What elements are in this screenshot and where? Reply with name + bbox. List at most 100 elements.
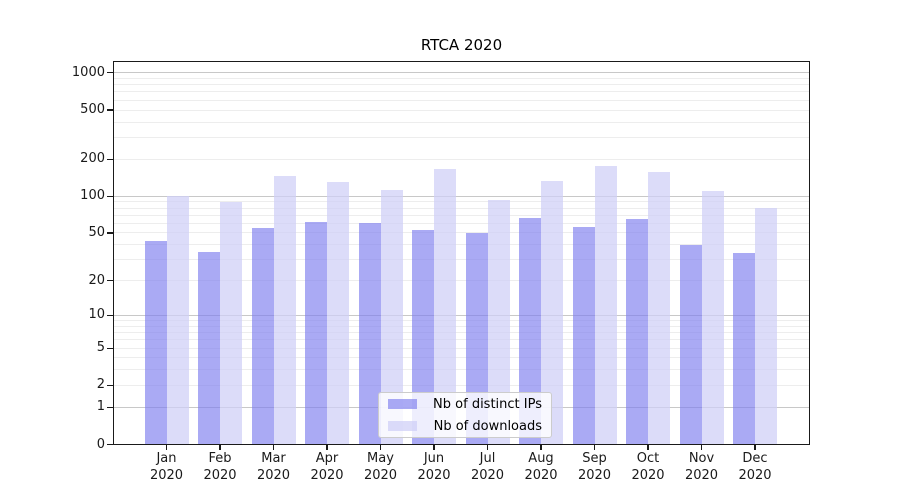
x-tick-year: 2020 — [310, 468, 344, 483]
bar-distinct-ips-jan — [144, 240, 167, 445]
bar-distinct-ips-apr — [305, 221, 327, 445]
x-tick-mark — [486, 445, 489, 450]
chart-title: RTCA 2020 — [420, 36, 503, 54]
x-tick-mark — [540, 445, 542, 450]
x-tick-month: Mar — [261, 451, 286, 466]
x-tick-mark — [272, 445, 275, 450]
legend-label-downloads: Nb of downloads — [433, 418, 542, 434]
gridline-minor — [113, 158, 810, 160]
x-tick-month: May — [367, 451, 394, 466]
y-tick-label: 200 — [80, 151, 105, 167]
x-tick-mark — [700, 445, 703, 450]
x-tick-label-feb: Feb 2020 — [188, 450, 252, 484]
x-tick-mark — [165, 445, 168, 450]
gridline-minor — [113, 369, 810, 371]
bar-downloads-mar — [273, 176, 296, 445]
gridline-minor — [113, 109, 810, 111]
gridline-major — [113, 72, 810, 74]
x-tick-year: 2020 — [738, 468, 772, 483]
x-tick-year: 2020 — [470, 468, 505, 483]
x-tick-month: Sep — [582, 451, 607, 466]
bar-downloads-nov — [701, 191, 724, 445]
x-tick-year: 2020 — [256, 468, 291, 483]
x-tick-month: Apr — [315, 451, 339, 466]
gridline-minor — [113, 339, 810, 341]
x-tick-month: Nov — [688, 451, 715, 466]
x-tick-label-jul: Jul 2020 — [456, 450, 520, 484]
gridline-minor — [113, 320, 810, 322]
x-tick-label-aug: Aug 2020 — [509, 450, 573, 484]
gridline-minor — [113, 280, 810, 282]
bar-downloads-sep — [594, 166, 617, 445]
x-tick-label-may: May 2020 — [349, 450, 413, 484]
y-tick-mark — [107, 158, 113, 160]
x-tick-mark — [326, 445, 328, 450]
gridline-minor — [113, 347, 810, 349]
bar-downloads-dec — [755, 208, 777, 445]
gridline-minor — [113, 91, 810, 93]
bar-downloads-aug — [541, 180, 563, 445]
gridline-minor — [113, 201, 810, 203]
x-tick-year: 2020 — [203, 468, 237, 483]
legend-swatch-downloads — [388, 421, 417, 431]
x-tick-month: Feb — [208, 451, 232, 466]
x-tick-year: 2020 — [577, 468, 612, 483]
y-tick-label: 500 — [80, 102, 105, 118]
bar-distinct-ips-sep — [572, 226, 595, 445]
bar-downloads-jan — [166, 196, 189, 445]
bar-distinct-ips-dec — [733, 253, 755, 445]
y-tick-mark — [107, 406, 113, 408]
x-tick-label-jun: Jun 2020 — [402, 450, 466, 484]
y-tick-label: 1000 — [71, 64, 105, 80]
bar-distinct-ips-aug — [519, 218, 541, 445]
bar-distinct-ips-jul — [465, 232, 488, 445]
gridline-minor — [113, 214, 810, 216]
bar-distinct-ips-mar — [251, 227, 274, 445]
gridline-minor — [113, 384, 810, 386]
bar-distinct-ips-oct — [626, 219, 648, 445]
gridline-minor — [113, 99, 810, 101]
x-tick-label-sep: Sep 2020 — [563, 450, 627, 484]
x-tick-month: Dec — [742, 451, 768, 466]
y-tick-label: 10 — [88, 307, 105, 323]
y-tick-mark — [107, 232, 113, 234]
gridline-minor — [113, 84, 810, 86]
gridline-minor — [113, 232, 810, 234]
y-tick-label: 2 — [96, 377, 105, 393]
x-tick-mark — [647, 445, 649, 450]
gridline-minor — [113, 244, 810, 246]
bar-distinct-ips-may — [358, 223, 381, 445]
bar-downloads-feb — [220, 201, 242, 445]
y-tick-mark — [107, 314, 113, 317]
bar-downloads-jul — [487, 199, 510, 445]
x-tick-month: Oct — [636, 451, 660, 466]
x-tick-mark — [433, 445, 435, 450]
y-tick-label: 50 — [88, 224, 105, 240]
x-tick-month: Jul — [479, 451, 496, 466]
bar-downloads-apr — [327, 182, 349, 445]
x-tick-year: 2020 — [631, 468, 665, 483]
y-tick-mark — [107, 195, 113, 197]
y-tick-label: 1 — [96, 399, 105, 415]
bar-distinct-ips-nov — [679, 244, 702, 445]
x-tick-label-nov: Nov 2020 — [670, 450, 734, 484]
y-tick-mark — [107, 72, 113, 74]
bar-downloads-may — [380, 189, 403, 445]
gridline-minor — [113, 332, 810, 334]
y-tick-mark — [107, 347, 113, 349]
y-tick-mark — [107, 443, 113, 446]
legend-swatch-distinct-ips — [388, 399, 417, 409]
x-tick-year: 2020 — [417, 468, 451, 483]
x-tick-mark — [593, 445, 596, 450]
gridline-minor — [113, 222, 810, 224]
bar-distinct-ips-feb — [198, 251, 220, 445]
bar-distinct-ips-jun — [412, 229, 434, 445]
x-tick-year: 2020 — [524, 468, 558, 483]
legend-item-downloads: Nb of downloads — [388, 417, 542, 435]
y-tick-mark — [107, 384, 113, 386]
x-tick-label-jan: Jan 2020 — [135, 450, 199, 484]
gridline-minor — [113, 121, 810, 123]
y-tick-label: 20 — [88, 272, 105, 288]
x-tick-year: 2020 — [684, 468, 719, 483]
y-tick-mark — [107, 109, 113, 111]
